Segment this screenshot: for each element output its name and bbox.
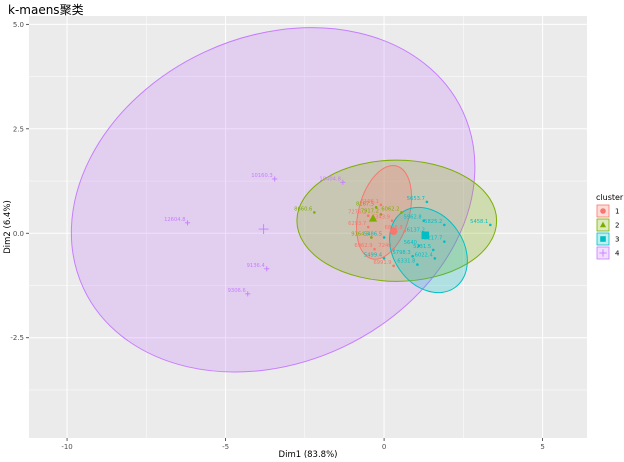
legend-label: 3 <box>615 236 619 244</box>
data-point <box>425 200 429 204</box>
centroid-cluster-3 <box>421 231 430 240</box>
data-label: 5499.4 <box>364 252 383 258</box>
y-axis-title: Dim2 (6.4%) <box>3 200 13 254</box>
y-tick-label: 2.5 <box>13 125 24 133</box>
data-label: 9164.5 <box>351 231 369 237</box>
x-tick-label: -5 <box>222 443 229 451</box>
data-label: 10160.3 <box>251 173 272 179</box>
legend-label: 2 <box>615 222 619 230</box>
data-label: 5798.3 <box>392 250 410 256</box>
ellipse-cluster-2 <box>296 159 498 282</box>
y-tick-label: 0.0 <box>13 230 24 238</box>
data-point <box>443 223 446 227</box>
data-label: 5486.5 <box>364 231 382 237</box>
data-label: 6962.9 <box>354 243 372 249</box>
data-label: 10404.8 <box>319 176 340 182</box>
data-point <box>313 211 316 214</box>
x-tick-label: 0 <box>382 443 386 451</box>
data-point <box>417 244 421 248</box>
data-point <box>422 219 426 223</box>
legend-item-2: 2 <box>596 218 619 232</box>
data-label: 5217.7 <box>424 236 442 242</box>
y-tick-label: 5.0 <box>13 21 24 29</box>
legend-item-4: 4 <box>596 246 620 260</box>
ellipse-cluster-1 <box>356 165 413 260</box>
data-point <box>379 203 383 207</box>
data-point <box>433 257 437 260</box>
y-tick-label: -2.5 <box>10 334 24 342</box>
data-label: 5458.1 <box>470 219 488 225</box>
data-label: 8660.6 <box>294 206 312 212</box>
data-label: 12604.8 <box>164 217 185 223</box>
legend-label: 4 <box>615 250 620 258</box>
data-point <box>370 236 373 239</box>
data-point <box>392 247 395 251</box>
data-label: 5640 <box>404 240 417 246</box>
data-point <box>443 240 446 243</box>
data-label: 9306.6 <box>228 288 246 294</box>
legend-title: cluster <box>596 193 624 202</box>
data-label: 6196.1 <box>361 199 379 205</box>
data-point <box>416 263 419 266</box>
data-point <box>411 254 414 258</box>
centroid-cluster-4 <box>258 224 269 235</box>
data-label: 7276.2 <box>348 210 366 216</box>
data-point <box>382 257 386 260</box>
x-tick-label: 5 <box>540 443 544 451</box>
data-label: 6137.2 <box>407 227 425 233</box>
data-point <box>400 211 403 214</box>
data-point <box>272 176 278 182</box>
data-label: 5962.8 <box>404 215 422 221</box>
data-point <box>382 236 386 239</box>
chart-title: k-maens聚类 <box>8 3 84 17</box>
data-point <box>373 247 376 251</box>
legend-item-3: 3 <box>596 232 619 246</box>
legend-key-marker <box>599 221 607 228</box>
data-point <box>431 248 435 252</box>
legend-key-marker <box>600 236 606 242</box>
data-label: 5231.5 <box>413 244 431 250</box>
data-point <box>392 264 395 268</box>
plot-background <box>29 16 587 438</box>
x-tick-label: -10 <box>61 443 72 451</box>
cluster-ellipses <box>70 27 498 373</box>
legend: cluster 1 2 3 4 <box>596 193 624 260</box>
legend-label: 1 <box>615 208 619 216</box>
data-points <box>184 176 492 297</box>
data-point <box>390 219 394 223</box>
data-label: 5825.2 <box>424 219 442 225</box>
data-label: 6022.4 <box>415 252 434 258</box>
data-label: 7240 <box>378 243 391 249</box>
axes: -10 -5 0 5 -2.5 0.0 2.5 5.0 Dim1 (83.8%) Dim2 (6.… <box>3 21 545 460</box>
data-point-labels: 12604.8 10160.3 10404.8 9136.4 9306.6 8660.6 8… <box>164 173 488 294</box>
data-point <box>366 225 370 229</box>
data-point <box>403 229 406 233</box>
data-point <box>245 291 251 297</box>
data-label: 6343.9 <box>372 215 390 221</box>
cluster-centroids <box>258 214 430 240</box>
data-label: 6331.8 <box>397 259 415 265</box>
data-point <box>264 266 270 272</box>
legend-key-marker <box>599 249 607 257</box>
data-point <box>184 220 191 226</box>
x-axis-title: Dim1 (83.8%) <box>279 450 338 460</box>
data-label: 6062.2 <box>381 206 399 212</box>
data-label: 6293.7 <box>348 221 366 227</box>
centroid-cluster-2 <box>368 214 378 222</box>
data-point <box>489 223 492 227</box>
data-point <box>374 206 378 209</box>
data-label: 8167.5 <box>356 201 374 207</box>
data-point <box>379 213 383 216</box>
centroid-cluster-1 <box>389 227 398 235</box>
data-point <box>340 179 346 185</box>
data-point <box>366 214 370 218</box>
data-label: 6991.9 <box>373 260 391 266</box>
data-label: 7917.2 <box>361 208 379 214</box>
legend-key-marker <box>600 208 606 214</box>
legend-item-1: 1 <box>596 204 619 218</box>
ellipse-cluster-4 <box>70 27 476 373</box>
data-label: 9136.4 <box>247 263 266 269</box>
data-label: 5653.7 <box>407 196 425 202</box>
